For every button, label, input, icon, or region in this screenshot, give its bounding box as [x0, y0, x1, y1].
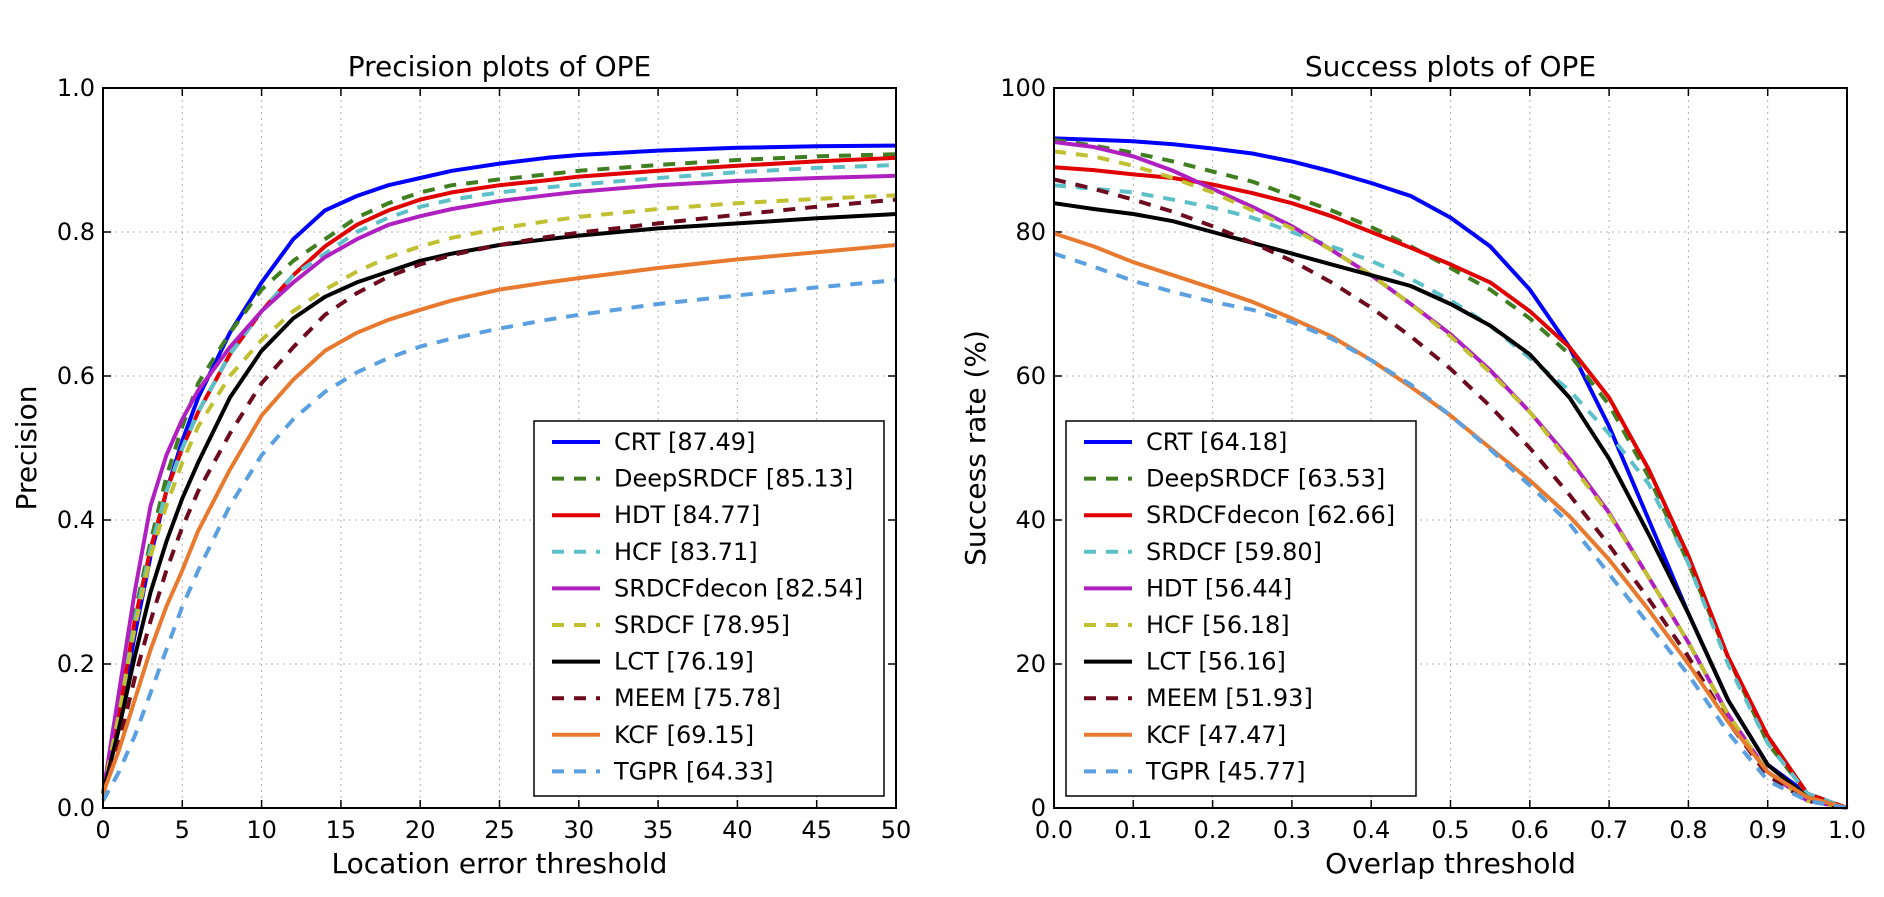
legend-label-1: CRT [87.49]: [614, 428, 755, 456]
legend-label-9: KCF [69.15]: [614, 721, 754, 749]
x-axis-label: Location error threshold: [332, 847, 668, 880]
x-tick-label: 20: [405, 816, 436, 844]
legend-label-6: SRDCF [78.95]: [614, 611, 790, 639]
x-axis-label: Overlap threshold: [1325, 847, 1576, 880]
series-line-8: [101, 197, 897, 795]
y-tick-label: 1.0: [57, 74, 95, 102]
legend-label-5: HDT [56.44]: [1146, 574, 1292, 602]
legend-label-2: DeepSRDCF [63.53]: [1146, 465, 1385, 493]
legend-label-4: HCF [83.71]: [614, 538, 758, 566]
x-tick-label: 0.9: [1749, 816, 1787, 844]
chart-title: Precision plots of OPE: [348, 50, 652, 83]
x-tick-label: 10: [246, 816, 277, 844]
legend: CRT [64.18] DeepSRDCF [63.53] SRDCFdecon […: [1065, 420, 1417, 797]
x-tick-label: 0.0: [1035, 816, 1073, 844]
x-tick-label: 0.4: [1352, 816, 1390, 844]
x-tick-label: 15: [326, 816, 357, 844]
series-line-6: [1053, 149, 1848, 810]
y-axis-label: Precision: [10, 386, 43, 511]
chart-panel-1: 0 5 10 15 20 25 30 35 40 45 50 0.0 0.2 0.4 0.6 0.8 1.0 Pr…: [10, 50, 911, 880]
y-tick-label: 20: [1015, 650, 1046, 678]
series-line-9: [1053, 231, 1848, 810]
legend-label-9: KCF [47.47]: [1146, 721, 1286, 749]
x-tick-label: 45: [801, 816, 832, 844]
legend-label-1: CRT [64.18]: [1146, 428, 1287, 456]
x-tick-label: 30: [564, 816, 595, 844]
x-tick-label: 0.8: [1669, 816, 1707, 844]
legend-label-8: MEEM [75.78]: [614, 684, 781, 712]
legend-label-3: SRDCFdecon [62.66]: [1146, 501, 1395, 529]
series-line-3: [1053, 165, 1848, 810]
legend-label-5: SRDCFdecon [82.54]: [614, 574, 863, 602]
x-tick-label: 1.0: [1828, 816, 1866, 844]
legend: CRT [87.49] DeepSRDCF [85.13] HDT [84.77] H…: [533, 420, 885, 797]
x-tick-label: 35: [643, 816, 674, 844]
plot-frame: [1053, 87, 1848, 809]
y-tick-label: 60: [1015, 362, 1046, 390]
y-tick-label: 0: [1031, 794, 1046, 822]
x-tick-label: 0.1: [1114, 816, 1152, 844]
series-line-7: [101, 212, 897, 795]
y-axis-label: Success rate (%): [959, 330, 992, 566]
y-tick-label: 0.2: [57, 650, 95, 678]
x-tick-label: 0.2: [1194, 816, 1232, 844]
chart-panel-2: 0.0 0.1 0.2 0.3 0.4 0.5 0.6 0.7 0.8 0.9 1.0 0 20 40 60…: [959, 50, 1866, 880]
x-tick-label: 0.5: [1431, 816, 1469, 844]
chart-title: Success plots of OPE: [1305, 50, 1596, 83]
y-tick-label: 100: [1000, 74, 1046, 102]
x-tick-label: 50: [881, 816, 912, 844]
series-line-4: [1053, 183, 1848, 810]
series-line-3: [101, 155, 897, 794]
x-tick-label: 0.7: [1590, 816, 1628, 844]
series-line-9: [101, 243, 897, 795]
legend-label-10: TGPR [45.77]: [1145, 757, 1305, 785]
legend-label-7: LCT [76.19]: [614, 648, 754, 676]
series-line-2: [1053, 137, 1848, 810]
series-line-6: [101, 193, 897, 794]
x-tick-label: 40: [722, 816, 753, 844]
y-tick-label: 0.4: [57, 506, 95, 534]
series-line-7: [1053, 201, 1848, 810]
series-line-2: [101, 152, 897, 794]
y-tick-label: 0.6: [57, 362, 95, 390]
series-line-4: [101, 163, 897, 794]
series-line-5: [101, 173, 897, 794]
y-tick-label: 0.0: [57, 794, 95, 822]
legend-label-10: TGPR [64.33]: [613, 757, 773, 785]
legend-label-4: SRDCF [59.80]: [1146, 538, 1322, 566]
x-tick-label: 0: [95, 816, 110, 844]
legend-label-6: HCF [56.18]: [1146, 611, 1290, 639]
y-tick-label: 40: [1015, 506, 1046, 534]
legend-label-2: DeepSRDCF [85.13]: [614, 465, 853, 493]
x-tick-label: 0.3: [1273, 816, 1311, 844]
series-line-10: [1053, 251, 1848, 810]
legend-label-3: HDT [84.77]: [614, 501, 760, 529]
plot-frame: [102, 87, 897, 809]
legend-label-8: MEEM [51.93]: [1146, 684, 1313, 712]
series-line-10: [101, 278, 897, 802]
x-tick-label: 25: [484, 816, 515, 844]
x-tick-label: 5: [175, 816, 190, 844]
x-tick-label: 0.6: [1511, 816, 1549, 844]
y-tick-label: 0.8: [57, 218, 95, 246]
legend-label-7: LCT [56.16]: [1146, 648, 1286, 676]
y-tick-label: 80: [1015, 218, 1046, 246]
